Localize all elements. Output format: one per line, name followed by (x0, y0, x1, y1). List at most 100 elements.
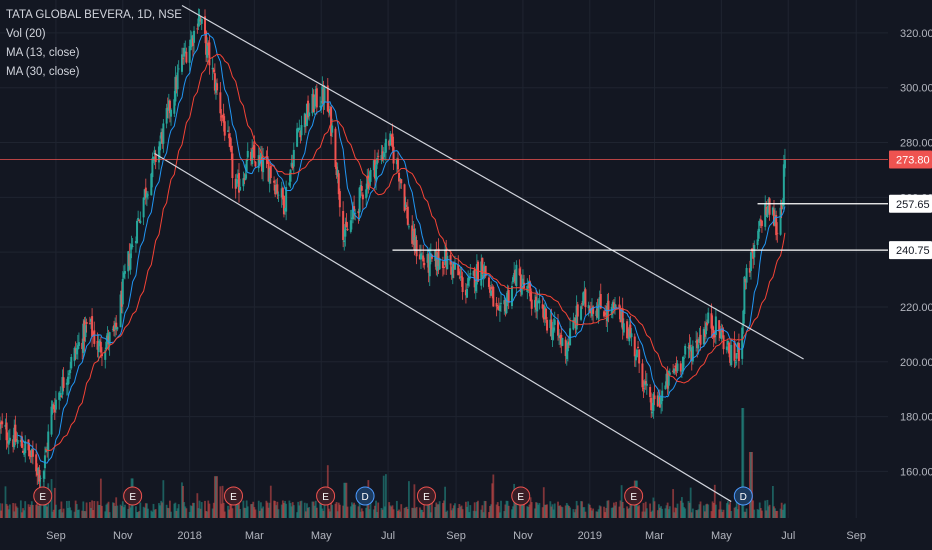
candle-body (268, 168, 271, 184)
volume-bar (412, 508, 415, 518)
volume-bar (584, 511, 587, 518)
candle-body (507, 289, 510, 303)
candle-body (552, 327, 555, 331)
candle-body (206, 43, 209, 58)
symbol-title[interactable]: TATA GLOBAL BEVERA, 1D, NSE (6, 9, 182, 21)
candle-body (166, 107, 169, 109)
candle-body (468, 276, 471, 281)
candle-body (679, 363, 682, 372)
volume-bar (482, 512, 485, 518)
volume-bar (511, 509, 513, 518)
volume-bar (173, 503, 176, 518)
volume-bar (208, 503, 211, 518)
volume-bar (184, 506, 187, 518)
trendlines[interactable] (154, 4, 804, 503)
candle-body (551, 329, 554, 340)
volume-bar (745, 508, 748, 518)
volume-bar (613, 502, 615, 518)
indicator-ma30[interactable]: MA (30, close) (6, 66, 80, 78)
candle-body (59, 393, 62, 397)
candle-body (596, 308, 599, 318)
volume-bar (380, 507, 383, 518)
candle-body (368, 178, 371, 186)
volume-bar (331, 504, 334, 518)
candle-body (537, 300, 540, 302)
volume-bar (622, 508, 625, 518)
candle-body (182, 58, 185, 60)
volume-bar (638, 505, 641, 518)
volume-bar (705, 504, 707, 518)
price-axis[interactable]: 160.00180.00200.00220.00240.00260.00280.… (889, 28, 932, 479)
volume-bar (596, 511, 599, 518)
volume-bar (183, 502, 186, 518)
candle-body (30, 448, 33, 457)
volume-bar (541, 507, 544, 518)
candle-body (757, 228, 760, 239)
candle-body (245, 159, 248, 172)
candle-body (411, 225, 414, 244)
candle-body (705, 322, 708, 335)
candle-body (604, 312, 607, 315)
volume-bar (200, 502, 203, 518)
volume-bar (320, 502, 323, 518)
volume-bar (311, 501, 314, 518)
event-label: E (322, 492, 329, 503)
volume-bar (641, 511, 644, 518)
volume-bar (349, 506, 352, 518)
volume-bar (653, 501, 656, 518)
candle-body (297, 127, 300, 132)
volume-bar (351, 502, 353, 518)
volume-bar (74, 500, 77, 518)
candle-body (22, 450, 25, 453)
candle-body (527, 285, 530, 287)
volume-bar (699, 501, 702, 518)
candle-body (113, 325, 116, 332)
time-axis[interactable]: Sep Nov 2018 Mar May Jul Sep Nov 2019 Mar May Jul Se… (46, 530, 866, 542)
candle-body (128, 254, 131, 267)
candle-body (483, 266, 486, 275)
volume-bar (277, 509, 280, 518)
volume-bar (421, 510, 423, 518)
candle-body (584, 289, 587, 308)
candle-body (239, 186, 242, 191)
volume-bar (605, 507, 608, 518)
volume-bar (505, 500, 508, 518)
volume-bar (234, 501, 237, 518)
candle-body (107, 336, 110, 345)
horizontal-lines[interactable] (0, 159, 888, 251)
volume-bar (369, 490, 372, 518)
volume-bar (565, 502, 568, 518)
candle-body (291, 164, 294, 169)
candle-body (414, 236, 417, 250)
volume-bar (449, 503, 452, 518)
candle-body (384, 138, 387, 153)
candle-body (506, 291, 509, 302)
candle-body (83, 320, 86, 342)
volume-bar (431, 501, 433, 518)
candle-body (222, 113, 225, 123)
volume-bar (375, 500, 377, 518)
candle-body (361, 194, 364, 200)
volume-bar (645, 508, 648, 518)
candle-body (14, 424, 17, 442)
candle-body (707, 312, 710, 324)
volume-bar (741, 408, 744, 518)
indicator-ma13[interactable]: MA (13, close) (6, 47, 80, 59)
candle-body (311, 93, 314, 114)
candle-body (473, 268, 476, 288)
volume-bar (37, 505, 40, 518)
volume-bar (215, 476, 217, 518)
volume-bar (90, 507, 92, 518)
volume-bar (497, 506, 500, 518)
candle-body (267, 164, 270, 182)
candle-body (131, 245, 134, 247)
candle-body (50, 406, 53, 435)
price-level-tag (889, 194, 932, 213)
candle-body (450, 266, 453, 275)
indicator-volume[interactable]: Vol (20) (6, 28, 46, 40)
volume-bar (323, 504, 326, 518)
candle-body (208, 42, 211, 66)
candle-body (42, 470, 45, 479)
